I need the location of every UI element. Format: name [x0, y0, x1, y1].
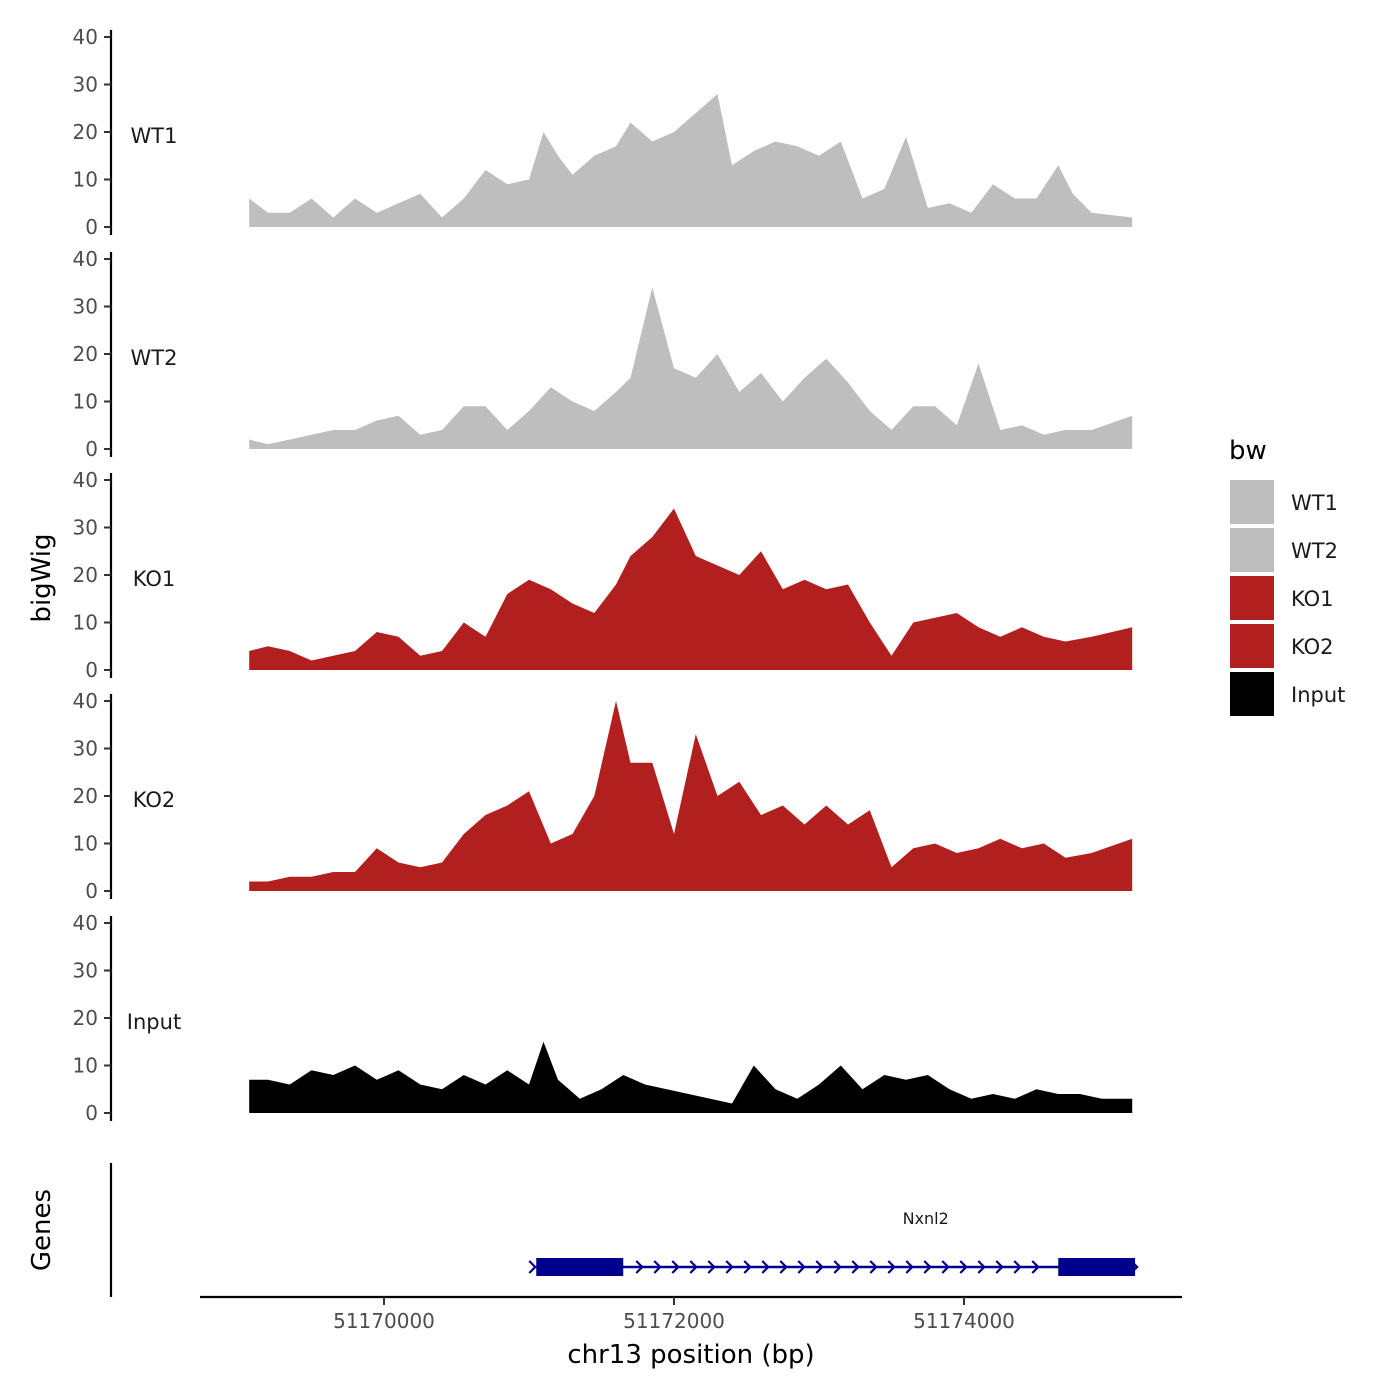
y-tick-label: 10	[73, 611, 98, 635]
y-tick-label: 40	[73, 25, 98, 49]
y-tick-label: 30	[73, 959, 98, 983]
x-tick-label: 51172000	[623, 1309, 725, 1333]
strand-arrow	[887, 1260, 896, 1274]
strand-arrow	[528, 1260, 537, 1274]
x-tick-label: 51174000	[913, 1309, 1015, 1333]
legend-swatch-wt1	[1230, 480, 1274, 524]
legend-swatch-ko1	[1230, 576, 1274, 620]
gene-model	[528, 1258, 1139, 1276]
x-axis-ticks: 51170000 51172000 51174000	[333, 1297, 1015, 1333]
y-tick-label: 40	[73, 911, 98, 935]
strand-arrow	[995, 1260, 1004, 1274]
x-axis: 51170000 51172000 51174000 chr13 position …	[200, 1295, 1182, 1370]
strand-arrow	[743, 1260, 752, 1274]
y-tick-label: 0	[85, 437, 98, 461]
legend-label-wt1: WT1	[1291, 491, 1338, 515]
strand-arrow	[869, 1260, 878, 1274]
strand-arrow	[959, 1260, 968, 1274]
y-tick-label: 10	[73, 168, 98, 192]
legend-swatch-wt2	[1230, 528, 1274, 572]
y-tick-label: 20	[73, 120, 98, 144]
x-axis-title: chr13 position (bp)	[567, 1340, 814, 1370]
y-tick-label: 10	[73, 390, 98, 414]
strand-arrow	[851, 1260, 860, 1274]
y-tick-label: 10	[73, 832, 98, 856]
track-label: KO1	[133, 567, 176, 591]
y-tick-label: 40	[73, 689, 98, 713]
strand-arrow	[815, 1260, 824, 1274]
legend-label-ko1: KO1	[1291, 587, 1334, 611]
y-tick-label: 30	[73, 295, 98, 319]
track-label: WT1	[131, 124, 178, 148]
coverage-area	[249, 94, 1133, 227]
track-label: KO2	[133, 788, 176, 812]
strand-arrow	[671, 1260, 680, 1274]
coverage-area	[249, 508, 1133, 670]
legend-items: WT1 WT2 KO1 KO2 Input	[1230, 480, 1345, 716]
gene-exon	[1058, 1258, 1136, 1276]
panel-ko1: 0 10 20 30 40 KO1	[73, 468, 1133, 682]
strand-arrow	[779, 1260, 788, 1274]
y-tick-label: 0	[85, 658, 98, 682]
coverage-area	[249, 287, 1133, 449]
y-tick-label: 20	[73, 342, 98, 366]
panel-wt2: 0 10 20 30 40 WT2	[73, 247, 1133, 461]
track-label: Input	[127, 1010, 181, 1034]
legend-swatch-ko2	[1230, 624, 1274, 668]
y-axis-title: bigWig	[27, 533, 57, 622]
gene-name-label: Nxnl2	[903, 1209, 949, 1228]
legend-label-input: Input	[1291, 683, 1345, 707]
x-tick-label: 51170000	[333, 1309, 435, 1333]
y-tick-label: 30	[73, 516, 98, 540]
y-tick-label: 0	[85, 215, 98, 239]
y-tick-label: 40	[73, 247, 98, 271]
gene-track-title: Genes	[27, 1189, 57, 1271]
y-tick-label: 30	[73, 737, 98, 761]
strand-arrow	[707, 1260, 716, 1274]
y-tick-label: 40	[73, 468, 98, 492]
legend-title: bw	[1229, 436, 1267, 466]
strand-arrow	[833, 1260, 842, 1274]
track-label: WT2	[131, 346, 178, 370]
coverage-area	[249, 701, 1133, 891]
strand-arrow	[923, 1260, 932, 1274]
legend-label-wt2: WT2	[1291, 539, 1338, 563]
strand-arrow	[941, 1260, 950, 1274]
strand-arrow	[905, 1260, 914, 1274]
strand-arrow	[635, 1260, 644, 1274]
y-tick-label: 0	[85, 879, 98, 903]
coverage-panels: 0 10 20 30 40 WT1 0 10 20 30 40 WT2 0 10 20 30 40 KO1 0 10 2…	[73, 25, 1133, 1125]
strand-arrow	[761, 1260, 770, 1274]
panel-wt1: 0 10 20 30 40 WT1	[73, 25, 1133, 239]
y-tick-label: 20	[73, 1006, 98, 1030]
y-tick-label: 30	[73, 73, 98, 97]
y-tick-label: 0	[85, 1101, 98, 1125]
strand-arrow	[797, 1260, 806, 1274]
y-tick-label: 20	[73, 563, 98, 587]
strand-arrow	[1130, 1260, 1139, 1274]
strand-arrow	[725, 1260, 734, 1274]
y-tick-label: 20	[73, 784, 98, 808]
legend: bw WT1 WT2 KO1 KO2 Input	[1229, 436, 1345, 716]
strand-arrow	[1013, 1260, 1022, 1274]
strand-arrow	[689, 1260, 698, 1274]
panel-ko2: 0 10 20 30 40 KO2	[73, 689, 1133, 903]
gene-exon	[536, 1258, 624, 1276]
y-tick-label: 10	[73, 1054, 98, 1078]
strand-arrow	[1031, 1260, 1040, 1274]
legend-label-ko2: KO2	[1291, 635, 1334, 659]
coverage-area	[249, 1041, 1133, 1113]
gene-track: Genes Nxnl2	[27, 1163, 1139, 1297]
legend-swatch-input	[1230, 672, 1274, 716]
strand-arrow	[653, 1260, 662, 1274]
strand-arrow	[977, 1260, 986, 1274]
panel-input: 0 10 20 30 40 Input	[73, 911, 1133, 1125]
